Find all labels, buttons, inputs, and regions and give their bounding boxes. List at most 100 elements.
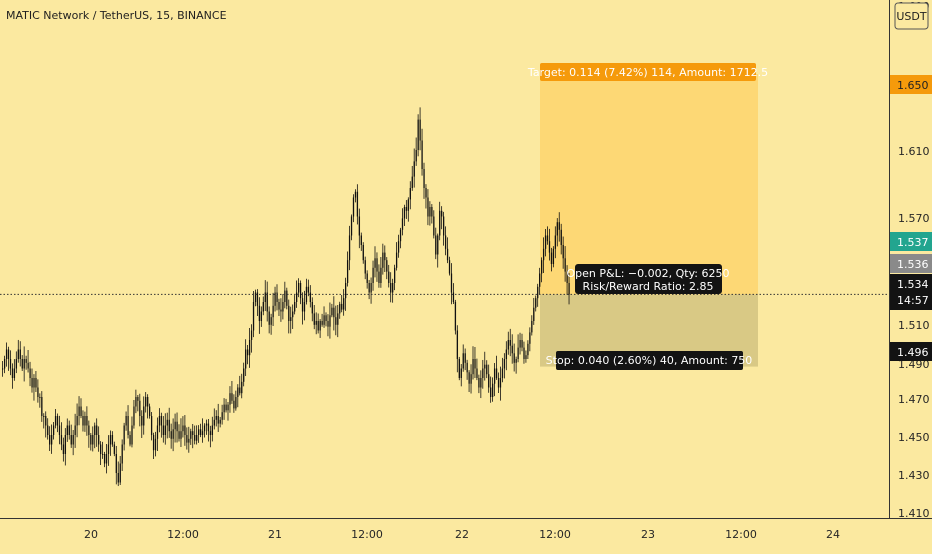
candle-body (446, 248, 449, 261)
candle-body (458, 359, 460, 378)
candle-body (211, 425, 214, 435)
candle-body (199, 429, 202, 435)
candle-body (92, 435, 94, 445)
candle-body (105, 454, 108, 464)
stop-label[interactable]: Stop: 0.040 (2.60%) 40, Amount: 750 (546, 351, 753, 370)
candle-body (152, 435, 155, 451)
candle-body (431, 207, 433, 217)
candle-body (539, 273, 541, 287)
candle-body (568, 283, 570, 295)
candle-body (90, 435, 92, 445)
candle-body (564, 258, 566, 272)
candle-body (241, 381, 243, 394)
candle-body (219, 419, 221, 424)
candle-body (178, 431, 180, 439)
candle-body (552, 248, 555, 264)
candle-body (537, 286, 539, 299)
candle-body (511, 345, 513, 354)
candle-body (96, 425, 98, 435)
candle-body (411, 176, 413, 188)
candle-body (544, 235, 547, 249)
candle-body (247, 349, 249, 356)
candle-body (39, 397, 41, 398)
candle-body (562, 245, 564, 259)
candle-body (192, 431, 194, 435)
candle-body (348, 235, 351, 261)
candle-body (60, 435, 63, 445)
currency-button[interactable]: USDT (894, 2, 929, 30)
candle-body (51, 435, 53, 445)
candle-body (343, 298, 345, 310)
stop-price-text: 1.496 (897, 346, 929, 359)
candle-body (5, 349, 8, 359)
price-tick: 1.410 (898, 507, 930, 520)
candle-body (311, 302, 313, 314)
candle-body (403, 207, 406, 219)
price-tick: 1.610 (898, 145, 930, 158)
candle-body (327, 321, 329, 327)
candle-body (276, 292, 278, 302)
time-axis[interactable]: 20 12:00 21 12:00 22 12:00 23 12:00 24 (0, 518, 932, 542)
candle-body (303, 302, 306, 312)
candle-body (378, 271, 380, 283)
grey-price-tag (890, 254, 932, 273)
candle-body (172, 429, 174, 439)
candle-body (282, 302, 284, 312)
price-tick: 1.450 (898, 431, 930, 444)
candle-body (62, 444, 65, 454)
stop-price-tag (890, 342, 932, 361)
candle-body (294, 302, 296, 312)
candle-body (262, 302, 264, 312)
candle-body (115, 454, 117, 473)
candle-body (550, 252, 553, 264)
candle-body (395, 252, 398, 268)
candle-body (560, 229, 562, 245)
candle-body (217, 416, 219, 424)
target-price-tag (890, 75, 932, 94)
candle-body (88, 425, 90, 435)
candle-body (27, 362, 29, 369)
candle-body (309, 292, 312, 302)
candle-body (370, 283, 372, 293)
time-tick: 12:00 (167, 528, 199, 541)
candle-body (384, 252, 386, 261)
candle-body (439, 210, 441, 236)
candle-body (23, 359, 25, 369)
time-tick: 12:00 (351, 528, 383, 541)
price-axis[interactable]: 1.690 1.610 1.570 1.510 1.490 1.470 1.45… (889, 0, 932, 550)
candle-body (529, 332, 531, 344)
candle-body (505, 349, 508, 359)
candle-body (482, 368, 484, 378)
candle-body (162, 425, 165, 435)
candle-body (19, 349, 21, 359)
candle-body (129, 435, 131, 445)
candle-body (335, 317, 337, 325)
candle-body (170, 431, 172, 439)
candle-body (221, 412, 223, 420)
open-pnl-label[interactable]: Open P&L: −0.002, Qty: 6250 Risk/Reward … (567, 264, 730, 294)
candle-body (86, 416, 88, 426)
candle-body (317, 321, 319, 331)
candle-body (133, 406, 135, 426)
candle-body (17, 349, 19, 359)
candle-body (94, 425, 96, 435)
candle-body (364, 260, 366, 274)
candle-body (490, 387, 492, 397)
candle-body (354, 191, 357, 198)
candle-body (254, 292, 257, 302)
risk-reward-text: Risk/Reward Ratio: 2.85 (583, 280, 714, 293)
candle-body (443, 216, 445, 236)
target-label[interactable]: Target: 0.114 (7.42%) 114, Amount: 1712.… (527, 63, 768, 81)
candle-body (243, 368, 245, 382)
candle-body (356, 191, 359, 217)
candle-body (376, 258, 378, 272)
candle-body (113, 444, 116, 454)
candle-body (35, 378, 37, 388)
candle-body (345, 283, 347, 299)
candle-body (98, 435, 100, 445)
candle-body (176, 421, 178, 432)
candle-body (15, 359, 18, 369)
target-zone[interactable] (540, 74, 758, 295)
